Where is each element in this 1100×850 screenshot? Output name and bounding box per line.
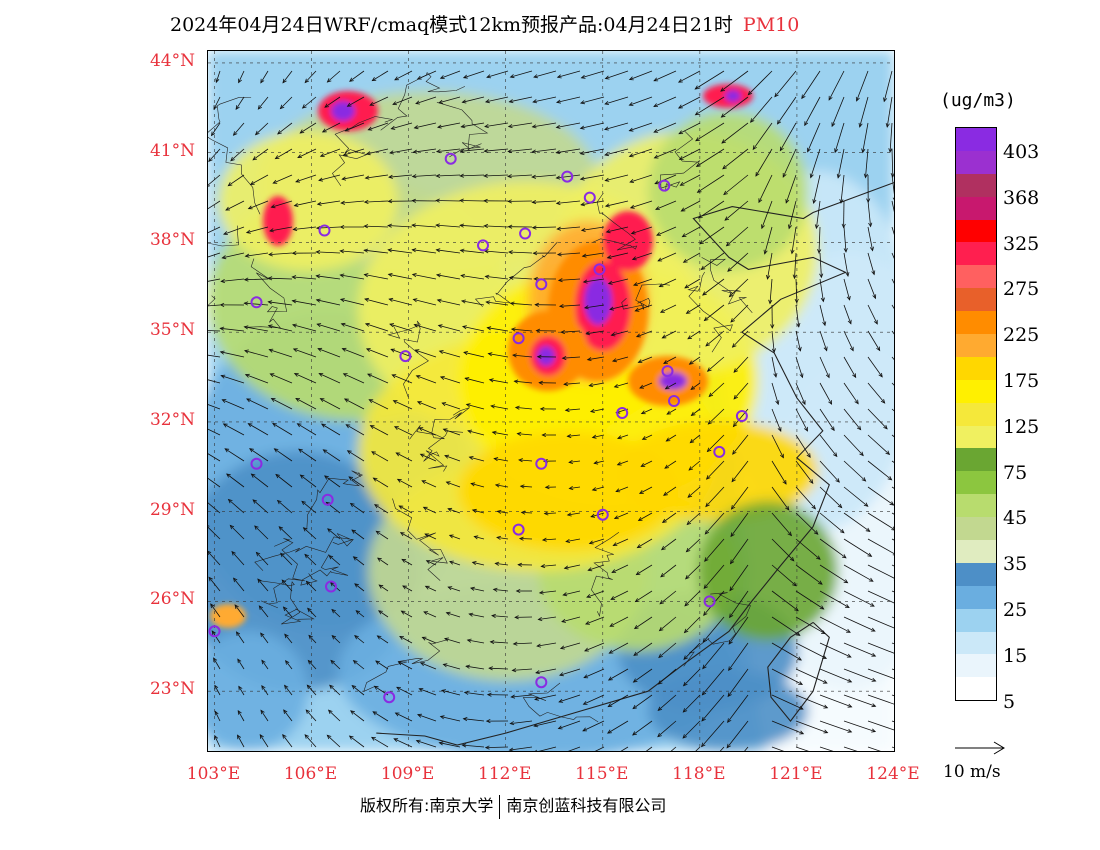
longitude-tick-label: 109°E: [380, 764, 435, 784]
color-scale-swatch: [956, 494, 996, 518]
color-scale-swatch: [956, 631, 996, 655]
color-scale-label: 75: [1003, 461, 1028, 484]
latitude-tick-label: 35°N: [149, 320, 195, 341]
color-scale-swatch: [956, 654, 996, 678]
city-station-marker: [383, 691, 396, 704]
legend-unit: (ug/m3): [940, 90, 1016, 111]
city-station-marker: [583, 191, 596, 204]
color-scale-swatch: [956, 608, 996, 632]
color-scale-swatch: [956, 219, 996, 243]
map-title: 2024年04月24日WRF/cmaq模式12km预报产品:04月24日21时 P…: [170, 10, 799, 37]
color-scale-swatch: [956, 677, 996, 701]
color-scale-swatch: [956, 356, 996, 380]
color-scale-label: 368: [1003, 186, 1040, 209]
color-scale-label: 225: [1003, 324, 1040, 347]
color-scale-swatch: [956, 379, 996, 403]
city-station-marker: [561, 170, 574, 183]
color-scale-swatch: [956, 402, 996, 426]
city-station-marker: [535, 278, 548, 291]
city-station-marker: [713, 445, 726, 458]
city-station-marker: [250, 457, 263, 470]
longitude-tick-label: 121°E: [769, 764, 823, 784]
color-scale-swatch: [956, 173, 996, 197]
city-station-marker: [250, 296, 263, 309]
concentration-field: [208, 51, 894, 751]
longitude-tick-label: 112°E: [478, 764, 532, 784]
city-station-marker: [593, 263, 606, 276]
color-scale-swatch: [956, 517, 996, 541]
pollutant-label: PM10: [742, 14, 800, 36]
color-scale-swatch: [956, 471, 996, 495]
color-scale-swatch: [956, 311, 996, 335]
color-scale-swatch: [956, 334, 996, 357]
city-station-marker: [325, 580, 337, 593]
color-scale-swatch: [956, 540, 996, 563]
longitude-tick-label: 115°E: [575, 764, 629, 784]
city-station-marker: [519, 227, 532, 240]
color-scale-swatch: [956, 585, 996, 609]
color-scale-swatch: [956, 196, 996, 220]
city-station-marker: [658, 179, 671, 192]
color-scale-label: 125: [1003, 415, 1040, 438]
city-station-marker: [703, 595, 716, 608]
city-station-marker: [668, 395, 680, 407]
color-scale-swatch: [956, 448, 996, 472]
longitude-tick-label: 118°E: [672, 764, 726, 784]
wind-reference-label: 10 m/s: [943, 762, 1001, 782]
color-scale-swatch: [956, 128, 996, 151]
color-scale-swatch: [956, 242, 996, 266]
color-scale-label: 25: [1003, 599, 1028, 621]
latitude-tick-label: 41°N: [149, 140, 195, 161]
latitude-tick-label: 32°N: [149, 409, 195, 430]
city-station-marker: [661, 365, 674, 378]
longitude-tick-label: 124°E: [866, 764, 920, 784]
color-scale-label: 5: [1003, 690, 1016, 713]
city-station-marker: [735, 410, 748, 422]
latitude-tick-label: 44°N: [149, 50, 195, 71]
color-scale-label: 403: [1003, 141, 1040, 163]
city-station-marker: [512, 332, 525, 345]
color-scale-label: 275: [1003, 278, 1040, 301]
copyright-owner-2: 南京创蓝科技有限公司: [506, 796, 667, 815]
city-station-marker: [321, 493, 334, 506]
city-station-marker: [535, 676, 548, 689]
city-station-marker: [616, 407, 629, 419]
color-scale-swatch: [956, 265, 996, 289]
color-scale-label: 325: [1003, 232, 1040, 255]
color-scale-swatch: [956, 562, 996, 586]
color-scale-swatch: [956, 288, 996, 312]
color-scale-swatch: [956, 425, 996, 449]
city-station-marker: [444, 152, 457, 165]
city-station-marker: [512, 523, 525, 536]
copyright: 版权所有:南京大学 南京创蓝科技有限公司: [360, 792, 666, 819]
color-scale-swatch: [956, 150, 996, 174]
city-station-marker: [399, 350, 412, 363]
color-scale-bar: [955, 127, 997, 702]
color-scale-label: 175: [1003, 370, 1040, 392]
forecast-map: [207, 50, 895, 752]
latitude-tick-label: 29°N: [149, 499, 195, 520]
wind-reference-arrow: [955, 741, 1005, 755]
color-scale-label: 15: [1003, 644, 1028, 667]
city-station-marker: [596, 508, 609, 521]
city-station-marker: [208, 625, 221, 638]
latitude-tick-label: 26°N: [149, 589, 195, 610]
latitude-tick-label: 38°N: [149, 230, 195, 251]
title-text: 2024年04月24日WRF/cmaq模式12km预报产品:04月24日21时: [170, 14, 733, 36]
city-station-marker: [477, 239, 489, 252]
color-scale-label: 35: [1003, 553, 1028, 576]
latitude-tick-label: 23°N: [149, 679, 195, 700]
longitude-tick-label: 103°E: [186, 764, 241, 784]
copyright-owner-1: 版权所有:南京大学: [360, 796, 494, 815]
color-scale-label: 45: [1003, 507, 1028, 530]
city-station-marker: [318, 224, 331, 237]
longitude-tick-label: 106°E: [283, 764, 338, 784]
city-station-marker: [535, 457, 548, 470]
